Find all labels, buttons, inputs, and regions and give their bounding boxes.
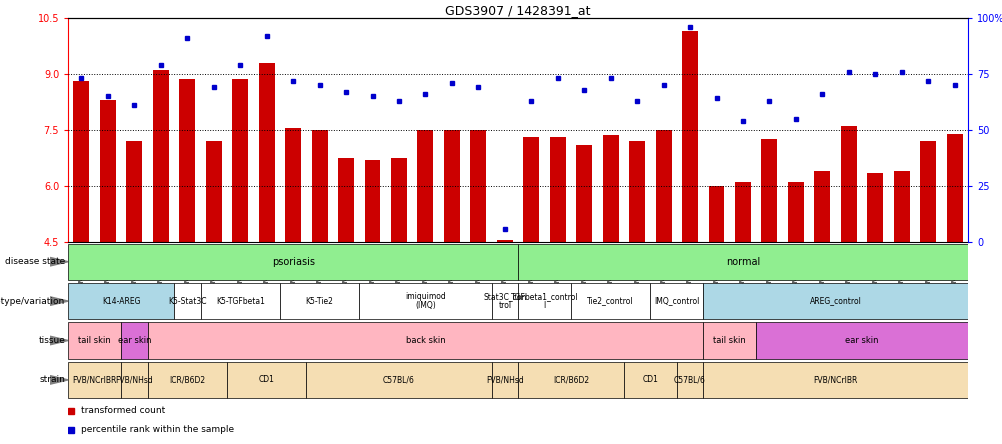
Bar (814, 171, 830, 242)
Bar (338, 158, 354, 242)
Text: FVB/NCrIBR: FVB/NCrIBR (72, 375, 117, 385)
Bar (702, 362, 967, 398)
Bar (893, 171, 909, 242)
Bar (359, 283, 491, 319)
Bar (200, 283, 280, 319)
Polygon shape (50, 376, 68, 384)
Text: normal: normal (725, 257, 760, 267)
Text: imiquimod
(IMQ): imiquimod (IMQ) (405, 292, 445, 310)
Bar (68, 244, 518, 280)
Bar (920, 141, 935, 242)
Text: TGFbeta1_control
l: TGFbeta1_control l (510, 292, 578, 310)
Text: C57BL/6: C57BL/6 (383, 375, 415, 385)
Bar (364, 160, 380, 242)
Title: GDS3907 / 1428391_at: GDS3907 / 1428391_at (445, 4, 590, 16)
Bar (576, 145, 591, 242)
Text: genotype/variation: genotype/variation (0, 297, 65, 305)
Bar (68, 362, 121, 398)
Bar (756, 322, 967, 359)
Bar (946, 134, 962, 242)
Text: transformed count: transformed count (80, 406, 164, 415)
Text: K14-AREG: K14-AREG (102, 297, 140, 305)
Text: percentile rank within the sample: percentile rank within the sample (80, 425, 233, 434)
Bar (491, 283, 518, 319)
Bar (734, 182, 750, 242)
Bar (312, 130, 328, 242)
Bar (73, 81, 89, 242)
Text: ICR/B6D2: ICR/B6D2 (169, 375, 205, 385)
Text: Tie2_control: Tie2_control (587, 297, 633, 305)
Bar (280, 283, 359, 319)
Bar (306, 362, 491, 398)
Text: Stat3C_con
trol: Stat3C_con trol (483, 292, 526, 310)
Text: strain: strain (39, 375, 65, 385)
Bar (702, 322, 756, 359)
Bar (126, 141, 142, 242)
Bar (179, 79, 195, 242)
Bar (676, 362, 702, 398)
Bar (570, 283, 649, 319)
Bar (226, 362, 306, 398)
Polygon shape (50, 336, 68, 345)
Text: AREG_control: AREG_control (809, 297, 861, 305)
Bar (602, 135, 618, 242)
Text: ear skin: ear skin (845, 336, 878, 345)
Polygon shape (50, 258, 68, 266)
Bar (285, 128, 301, 242)
Bar (470, 130, 486, 242)
Bar (681, 31, 697, 242)
Bar (649, 283, 702, 319)
Bar (147, 322, 702, 359)
Bar (549, 137, 565, 242)
Text: CD1: CD1 (259, 375, 275, 385)
Bar (121, 362, 147, 398)
Bar (174, 283, 200, 319)
Bar (523, 137, 539, 242)
Text: ear skin: ear skin (117, 336, 151, 345)
Bar (417, 130, 433, 242)
Bar (147, 362, 226, 398)
Bar (259, 63, 275, 242)
Bar (444, 130, 459, 242)
Bar (761, 139, 777, 242)
Text: disease state: disease state (5, 257, 65, 266)
Bar (121, 322, 147, 359)
Text: K5-TGFbeta1: K5-TGFbeta1 (215, 297, 265, 305)
Text: FVB/NHsd: FVB/NHsd (115, 375, 153, 385)
Text: K5-Stat3C: K5-Stat3C (168, 297, 206, 305)
Bar (867, 173, 883, 242)
Bar (628, 141, 644, 242)
Text: FVB/NCrIBR: FVB/NCrIBR (813, 375, 857, 385)
Bar (152, 70, 168, 242)
Bar (391, 158, 407, 242)
Text: tail skin: tail skin (78, 336, 111, 345)
Bar (205, 141, 221, 242)
Text: CD1: CD1 (641, 375, 657, 385)
Bar (518, 283, 570, 319)
Bar (232, 79, 247, 242)
Bar (68, 322, 121, 359)
Text: C57BL/6: C57BL/6 (673, 375, 705, 385)
Bar (518, 244, 967, 280)
Bar (788, 182, 803, 242)
Bar (707, 186, 723, 242)
Text: tissue: tissue (38, 336, 65, 345)
Text: ICR/B6D2: ICR/B6D2 (552, 375, 588, 385)
Polygon shape (50, 297, 68, 305)
Bar (100, 100, 115, 242)
Bar (623, 362, 676, 398)
Bar (518, 362, 623, 398)
Text: tail skin: tail skin (712, 336, 745, 345)
Text: IMQ_control: IMQ_control (653, 297, 698, 305)
Text: FVB/NHsd: FVB/NHsd (485, 375, 523, 385)
Bar (655, 130, 671, 242)
Bar (68, 283, 174, 319)
Text: psoriasis: psoriasis (272, 257, 315, 267)
Text: back skin: back skin (405, 336, 445, 345)
Text: K5-Tie2: K5-Tie2 (306, 297, 334, 305)
Bar (840, 126, 856, 242)
Bar (496, 240, 512, 242)
Bar (702, 283, 967, 319)
Bar (491, 362, 518, 398)
